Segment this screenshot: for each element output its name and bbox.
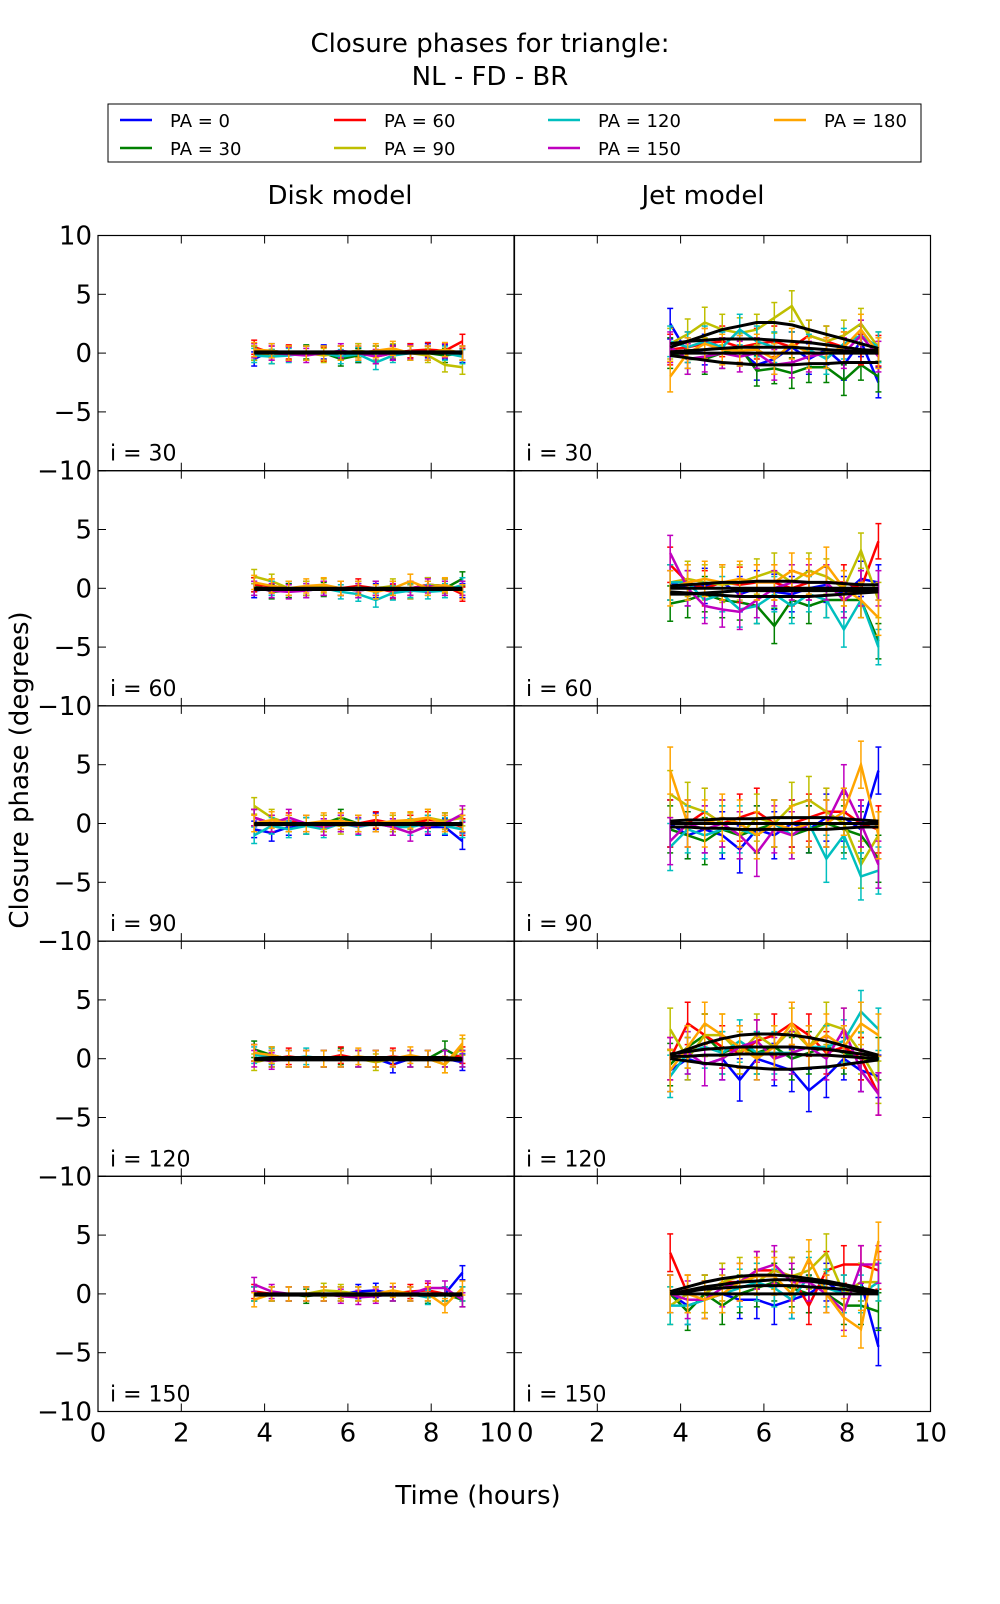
panel-inclination-label: i = 90 — [526, 912, 593, 937]
model-curve — [669, 321, 879, 350]
x-tick-label: 6 — [340, 1419, 357, 1449]
y-tick-label: −10 — [37, 457, 92, 487]
y-tick-label: −5 — [54, 633, 92, 663]
panel-disk-0: i = 30 10 5 0 −5 −10 — [37, 222, 516, 487]
y-tick-label: −5 — [54, 1339, 92, 1369]
y-tick-label: 5 — [75, 751, 92, 781]
panel-inclination-label: i = 60 — [110, 677, 177, 702]
y-tick-label: −10 — [37, 1398, 92, 1428]
panel-inclination-label: i = 30 — [526, 442, 593, 467]
x-tick-label: 8 — [839, 1419, 856, 1449]
model-curve — [670, 825, 879, 831]
y-tick-label: 5 — [75, 516, 92, 546]
model-curve — [669, 337, 879, 353]
panel-jet-9: i = 150 0 2 4 6 8 10 — [513, 1175, 947, 1449]
model-curve — [669, 1278, 879, 1296]
column-title-jet: Jet model — [639, 181, 764, 211]
legend-label: PA = 120 — [598, 111, 681, 132]
legend-label: PA = 180 — [824, 111, 907, 132]
y-tick-label: −10 — [37, 927, 92, 957]
legend: PA = 0 PA = 30 PA = 60 PA = 90 PA = 120 PA = … — [107, 103, 922, 163]
x-tick-label: 10 — [479, 1419, 512, 1449]
y-tick-label: 0 — [75, 1045, 92, 1075]
column-title-disk: Disk model — [267, 181, 412, 211]
model-curve — [669, 1057, 879, 1071]
x-tick-label: 4 — [256, 1419, 273, 1449]
chart-title-line-1: Closure phases for triangle: — [311, 29, 670, 59]
y-tick-label: −5 — [54, 868, 92, 898]
panel-inclination-label: i = 60 — [526, 677, 593, 702]
model-curve — [669, 353, 879, 367]
y-tick-label: −5 — [54, 398, 92, 428]
panel-disk-4: i = 90 5 0 −5 −10 — [37, 705, 516, 957]
legend-label: PA = 30 — [170, 139, 241, 160]
panel-inclination-label: i = 30 — [110, 442, 177, 467]
legend-label: PA = 90 — [384, 139, 455, 160]
y-tick-label: 5 — [75, 986, 92, 1016]
x-tick-label: 6 — [756, 1419, 773, 1449]
y-tick-label: −10 — [37, 1162, 92, 1192]
y-tick-label: 10 — [59, 222, 92, 252]
model-curve — [670, 579, 879, 588]
panel-inclination-label: i = 150 — [110, 1383, 191, 1408]
y-tick-label: −10 — [37, 692, 92, 722]
legend-frame — [107, 103, 922, 163]
panel-inclination-label: i = 120 — [526, 1147, 607, 1172]
panel-disk-6: i = 120 5 0 −5 −10 — [37, 940, 516, 1192]
x-tick-label: 8 — [423, 1419, 440, 1449]
x-axis-label: Time (hours) — [394, 1481, 560, 1511]
model-curve — [669, 1284, 879, 1296]
x-tick-label: 2 — [589, 1419, 606, 1449]
y-axis-label: Closure phase (degrees) — [5, 611, 35, 928]
x-tick-label: 0 — [517, 1419, 534, 1449]
x-tick-label: 0 — [90, 1419, 107, 1449]
x-tick-label: 4 — [672, 1419, 689, 1449]
panel-disk-2: i = 60 5 0 −5 −10 — [37, 470, 516, 722]
panel-inclination-label: i = 90 — [110, 912, 177, 937]
model-curve — [670, 587, 879, 596]
y-tick-label: 0 — [75, 574, 92, 604]
y-tick-label: 0 — [75, 810, 92, 840]
model-curve — [254, 1056, 463, 1061]
model-curve — [669, 1045, 879, 1058]
series-pa180 — [667, 740, 882, 860]
y-tick-label: 0 — [75, 339, 92, 369]
y-tick-label: −5 — [54, 1104, 92, 1134]
legend-label: PA = 150 — [598, 139, 681, 160]
panel-jet-7: i = 120 — [513, 940, 932, 1177]
model-curve — [669, 1032, 879, 1057]
model-curve — [670, 345, 879, 355]
panel-inclination-label: i = 120 — [110, 1147, 191, 1172]
y-tick-label: 5 — [75, 1221, 92, 1251]
y-tick-label: 0 — [75, 1280, 92, 1310]
model-curve — [670, 1052, 879, 1061]
panel-jet-3: i = 60 — [513, 470, 932, 707]
chart-title-line-2: NL - FD - BR — [412, 62, 569, 92]
x-tick-label: 2 — [173, 1419, 190, 1449]
x-tick-label: 10 — [914, 1419, 947, 1449]
panel-jet-1: i = 30 — [513, 234, 932, 472]
legend-label: PA = 60 — [384, 111, 455, 132]
model-curve — [670, 816, 879, 823]
series-pa180 — [251, 573, 466, 600]
legend-label: PA = 0 — [170, 111, 230, 132]
panel-inclination-label: i = 150 — [526, 1383, 607, 1408]
y-tick-label: 5 — [75, 280, 92, 310]
panel-jet-5: i = 90 — [513, 705, 932, 942]
